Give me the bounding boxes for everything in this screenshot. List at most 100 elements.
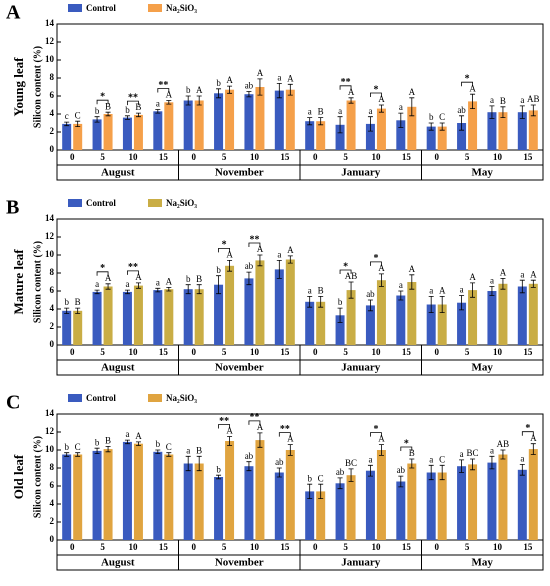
error-bar <box>337 116 343 134</box>
x-tick-label: 0 <box>70 152 75 162</box>
error-bar <box>227 85 233 94</box>
bar <box>376 280 386 345</box>
x-tick-label: 10 <box>493 152 503 162</box>
error-bar <box>378 444 384 456</box>
group-label: January <box>341 557 381 569</box>
bar <box>285 259 295 345</box>
bar <box>62 310 72 345</box>
error-bar <box>216 474 222 480</box>
significance-bracket <box>218 248 230 253</box>
letter-label: A <box>257 244 264 254</box>
significance-label: ** <box>249 412 259 423</box>
error-bar <box>428 122 434 131</box>
letter-label: b <box>95 437 100 447</box>
error-bar <box>409 458 415 469</box>
letter-label: a <box>277 72 281 82</box>
x-tick-label: 15 <box>402 152 412 162</box>
letter-label: A <box>378 263 385 273</box>
error-bar <box>155 287 161 293</box>
y-tick-label: 6 <box>50 285 55 295</box>
letter-label: A <box>135 272 142 282</box>
letter-label: B <box>409 448 415 458</box>
error-bar <box>64 307 70 314</box>
bar <box>335 483 345 540</box>
letter-label: ab <box>366 289 375 299</box>
bar <box>183 100 193 150</box>
group-label: November <box>215 362 264 374</box>
letter-label: b <box>186 85 191 95</box>
x-tick-label: 0 <box>434 347 439 357</box>
bar <box>305 301 315 345</box>
letter-label: a <box>490 95 494 105</box>
bar <box>103 449 113 540</box>
bar <box>183 463 193 540</box>
error-bar <box>439 464 445 481</box>
error-bar <box>135 282 141 289</box>
error-bar <box>470 282 476 298</box>
y-tick-label: 12 <box>45 231 55 241</box>
significance-label: * <box>525 423 530 434</box>
bar <box>437 472 447 540</box>
group-label: August <box>101 557 135 569</box>
error-bar <box>75 120 81 127</box>
bar <box>316 301 326 345</box>
bar <box>517 112 527 150</box>
bar <box>426 304 436 345</box>
error-bar <box>348 281 354 299</box>
error-bar <box>398 475 404 488</box>
bar <box>365 305 375 345</box>
bar <box>305 491 315 540</box>
x-tick-label: 0 <box>434 542 439 552</box>
bar <box>153 111 163 150</box>
y-tick-label: 0 <box>50 534 55 544</box>
letter-label: A <box>500 267 507 277</box>
panel: C Old leaf Silicon content (%) Control Na₂Si… <box>6 392 544 571</box>
letter-label: b <box>64 297 69 307</box>
letter-label: C <box>75 442 81 452</box>
error-bar <box>348 97 354 104</box>
bar <box>164 454 174 540</box>
letter-label: a <box>520 269 524 279</box>
error-bar <box>94 289 100 295</box>
bar <box>164 289 174 345</box>
x-tick-label: 5 <box>222 542 227 552</box>
letter-label: A <box>409 264 416 274</box>
error-bar <box>318 296 324 308</box>
letter-label: ab <box>245 81 254 91</box>
letter-label: b <box>125 105 130 115</box>
x-tick-label: 10 <box>128 152 138 162</box>
legend-label: Na₂SiO₃ <box>166 198 197 208</box>
error-bar <box>227 260 233 272</box>
significance-label: * <box>100 263 105 274</box>
significance-label: ** <box>280 424 290 435</box>
x-tick-label: 15 <box>280 152 290 162</box>
error-bar <box>378 104 384 113</box>
error-bar <box>519 279 525 294</box>
side-label: Mature leaf <box>11 249 26 315</box>
letter-label: A <box>469 83 476 93</box>
letter-label: B <box>75 297 81 307</box>
bar <box>346 290 356 345</box>
letter-label: b <box>216 464 221 474</box>
group-label: August <box>101 167 135 179</box>
bar <box>376 450 386 540</box>
bar <box>426 472 436 540</box>
group-label: January <box>341 362 381 374</box>
bar <box>335 315 345 345</box>
error-bar <box>105 283 111 290</box>
error-bar <box>500 449 506 460</box>
significance-bracket <box>370 432 382 437</box>
bar <box>255 87 265 150</box>
x-tick-label: 5 <box>465 542 470 552</box>
x-tick-label: 0 <box>70 347 75 357</box>
y-tick-label: 14 <box>45 408 55 418</box>
error-bar <box>409 97 415 117</box>
error-bar <box>307 296 313 308</box>
group-label: May <box>472 362 494 374</box>
significance-bracket <box>370 92 382 97</box>
significance-label: ** <box>128 92 138 103</box>
bar <box>396 120 406 150</box>
letter-label: A <box>226 426 233 436</box>
significance-bracket <box>248 420 261 425</box>
